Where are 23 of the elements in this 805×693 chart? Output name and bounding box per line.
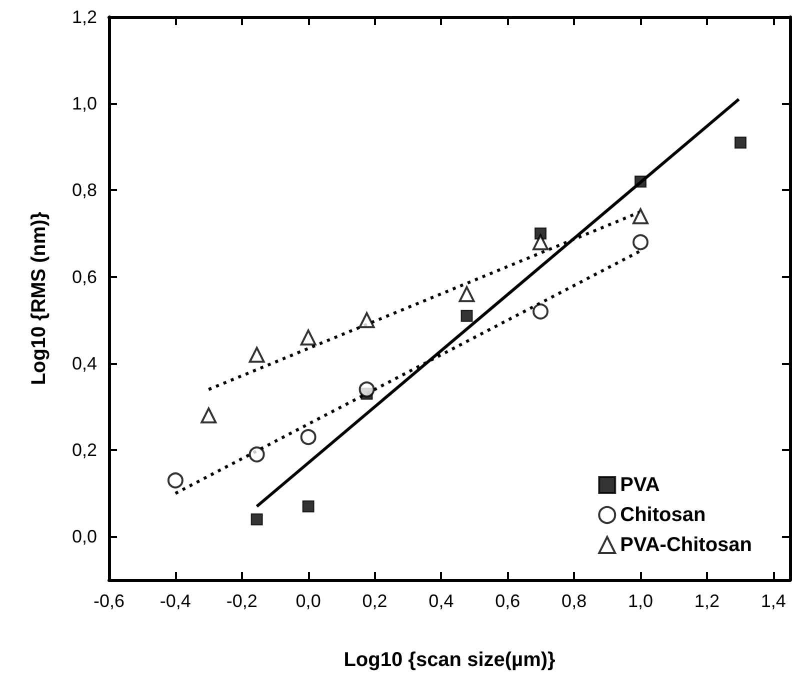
y-tick-label: 0,2 bbox=[72, 440, 97, 460]
y-tick-label: 0,0 bbox=[72, 526, 97, 547]
x-axis-title: Log10 {scan size(µm)} bbox=[344, 649, 556, 671]
x-tick-label: -0,6 bbox=[93, 591, 125, 611]
x-tick-label: 1,2 bbox=[694, 591, 720, 611]
x-tick-label: 0,8 bbox=[562, 591, 587, 611]
legend-label: PVA bbox=[620, 474, 660, 496]
y-axis-title: Log10 {RMS (nm)} bbox=[28, 212, 50, 386]
y-tick-label: 0,8 bbox=[72, 180, 97, 200]
legend-label: PVA-Chitosan bbox=[620, 534, 752, 556]
x-tick-label: 0,6 bbox=[495, 591, 520, 611]
x-tick-label: 0,2 bbox=[362, 591, 388, 611]
legend-label: Chitosan bbox=[620, 504, 706, 526]
x-tick-label: 0,0 bbox=[296, 591, 321, 611]
y-tick-label: 1,2 bbox=[72, 7, 97, 27]
x-tick-label: 0,4 bbox=[428, 591, 454, 611]
x-tick-label: 1,4 bbox=[760, 591, 786, 611]
x-tick-label: -0,4 bbox=[160, 591, 191, 611]
y-tick-label: 1,0 bbox=[72, 94, 97, 114]
y-tick-label: 0,4 bbox=[72, 353, 97, 374]
y-tick-label: 0,6 bbox=[72, 266, 97, 287]
x-tick-label: 1,0 bbox=[628, 591, 654, 611]
x-tick-label: -0,2 bbox=[226, 591, 258, 611]
